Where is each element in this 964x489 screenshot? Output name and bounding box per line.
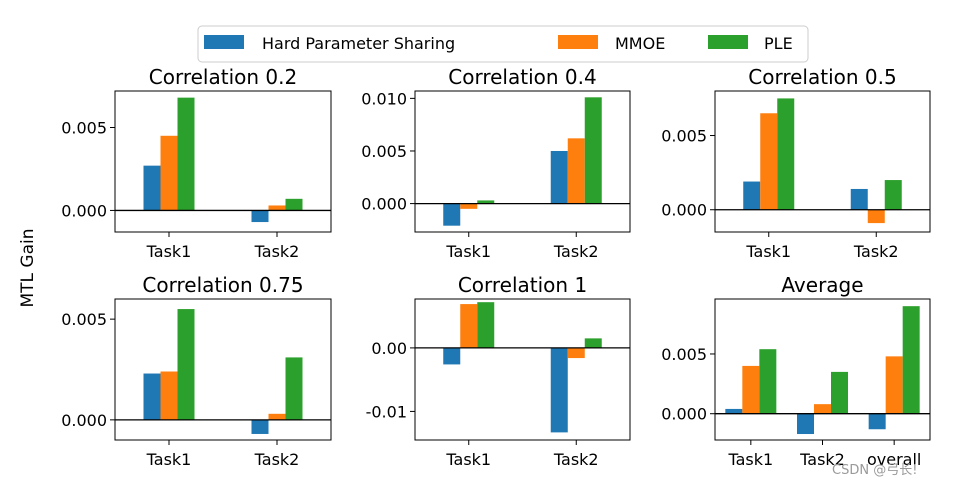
x-tick-label-task2: Task2 — [553, 450, 599, 469]
bar-hard-parameter-sharing-overall — [868, 413, 886, 430]
bar-mmoe-task1 — [742, 365, 760, 414]
axes-frame — [114, 298, 332, 441]
subplot-title: Correlation 0.2 — [149, 65, 297, 89]
x-tick-label-task2: Task2 — [254, 450, 300, 469]
bar-ple-task1 — [177, 97, 195, 211]
bar-mmoe-task2 — [567, 347, 585, 359]
bar-hard-parameter-sharing-task1 — [743, 181, 761, 210]
subplot-title: Average — [781, 273, 863, 297]
legend-swatch-hps — [204, 35, 244, 49]
bar-ple-overall — [902, 306, 920, 414]
y-tick-label: 0.000 — [661, 201, 707, 220]
bar-mmoe-task2 — [268, 413, 286, 420]
bar-ple-task2 — [831, 371, 848, 414]
bar-ple-task2 — [285, 198, 303, 211]
x-tick-label-task2: Task2 — [553, 242, 599, 261]
x-tick-label-task2: Task2 — [799, 450, 845, 469]
y-axis-label: MTL Gain — [18, 228, 38, 307]
bar-hard-parameter-sharing-task1 — [443, 203, 461, 226]
bar-hard-parameter-sharing-task2 — [251, 210, 269, 223]
y-tick-label: 0.000 — [661, 405, 707, 424]
x-tick-label-task1: Task1 — [146, 242, 192, 261]
legend-label-hps: Hard Parameter Sharing — [262, 34, 455, 53]
axes-frame — [414, 298, 631, 441]
bar-hard-parameter-sharing-task2 — [850, 188, 868, 210]
legend: Hard Parameter Sharing MMOE PLE — [197, 25, 809, 63]
axes-frame — [714, 90, 931, 233]
bar-mmoe-task2 — [814, 404, 831, 414]
y-tick-label: 0.00 — [371, 339, 407, 358]
bar-hard-parameter-sharing-task2 — [550, 150, 568, 204]
bar-ple-task2 — [285, 357, 303, 420]
subplot-average: 0.000 0.005 Task1 Task2 overall Average — [661, 273, 931, 469]
x-tick-label-task2: Task2 — [853, 242, 899, 261]
bar-ple-task1 — [759, 349, 777, 414]
x-tick-label-task1: Task1 — [745, 242, 791, 261]
bar-mmoe-task1 — [760, 113, 778, 210]
bar-mmoe-task2 — [567, 138, 585, 204]
bar-hard-parameter-sharing-task1 — [143, 165, 161, 211]
x-tick-label-task1: Task1 — [445, 242, 491, 261]
bar-mmoe-task1 — [460, 304, 478, 348]
y-tick-label: 0.005 — [661, 345, 707, 364]
legend-swatch-ple — [708, 35, 748, 49]
subplot-title: Correlation 0.4 — [448, 65, 596, 89]
subplot-title: Correlation 0.5 — [748, 65, 896, 89]
bar-mmoe-task1 — [460, 203, 478, 209]
x-tick-label-task1: Task1 — [727, 450, 773, 469]
bar-ple-task1 — [777, 98, 795, 210]
legend-label-mmoe: MMOE — [615, 34, 665, 53]
watermark: CSDN @弓长! — [832, 463, 917, 478]
y-tick-label: 0.005 — [361, 142, 407, 161]
bar-mmoe-task1 — [160, 135, 178, 211]
x-tick-label-task2: Task2 — [254, 242, 300, 261]
y-tick-label: 0.000 — [361, 195, 407, 214]
legend-swatch-mmoe — [558, 35, 598, 49]
x-tick-label-task1: Task1 — [146, 450, 192, 469]
subplot-title: Correlation 0.75 — [142, 273, 303, 297]
bar-hard-parameter-sharing-task2 — [797, 413, 814, 435]
bar-ple-task2 — [884, 180, 902, 210]
bar-mmoe-task2 — [867, 209, 885, 224]
y-tick-label: 0.000 — [61, 201, 107, 220]
axes-frame — [414, 90, 631, 233]
x-tick-label-overall: overall — [867, 450, 921, 469]
bar-mmoe-task1 — [160, 371, 178, 420]
bar-hard-parameter-sharing-task1 — [725, 408, 743, 414]
subplot-corr-0-75: 0.000 0.005 Task1 Task2 Correlation 0.75 — [61, 273, 332, 469]
bar-mmoe-task2 — [268, 205, 286, 211]
axes-frame — [114, 90, 332, 233]
y-tick-label: -0.01 — [366, 402, 407, 421]
bar-ple-task1 — [177, 309, 195, 420]
bar-ple-task2 — [584, 97, 602, 204]
subplot-corr-1: -0.01 0.00 Task1 Task2 Correlation 1 — [366, 273, 631, 469]
legend-label-ple: PLE — [764, 34, 793, 53]
subplot-corr-0-5: 0.000 0.005 Task1 Task2 Correlation 0.5 — [661, 65, 931, 261]
bar-ple-task1 — [477, 200, 495, 204]
subplot-title: Correlation 1 — [458, 273, 587, 297]
bar-hard-parameter-sharing-task2 — [251, 419, 269, 434]
y-tick-label: 0.000 — [61, 411, 107, 430]
bar-ple-task2 — [584, 338, 602, 348]
subplot-corr-0-2: 0.000 0.005 Task1 Task2 Correlation 0.2 — [61, 65, 332, 261]
x-tick-label-task1: Task1 — [445, 450, 491, 469]
y-tick-label: 0.005 — [661, 127, 707, 146]
y-tick-label: 0.005 — [61, 310, 107, 329]
bar-hard-parameter-sharing-task2 — [550, 347, 568, 433]
y-tick-label: 0.005 — [61, 118, 107, 137]
bar-mmoe-overall — [885, 356, 903, 414]
bar-ple-task1 — [477, 302, 495, 348]
subplot-corr-0-4: 0.000 0.005 0.010 Task1 Task2 Correlation 0.4 — [361, 65, 631, 261]
bar-hard-parameter-sharing-task1 — [443, 347, 461, 365]
legend-frame — [197, 25, 809, 63]
bar-hard-parameter-sharing-task1 — [143, 373, 161, 420]
y-tick-label: 0.010 — [361, 89, 407, 108]
